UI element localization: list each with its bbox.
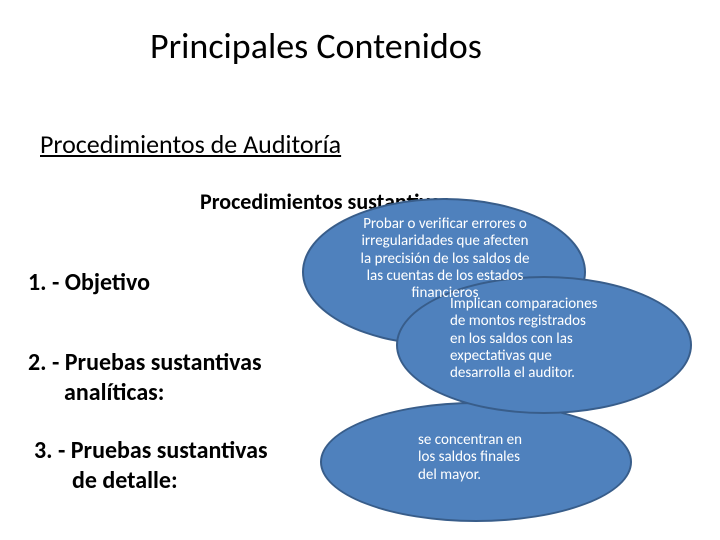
bubble-detalle-line2: los saldos finales: [418, 449, 564, 466]
item-3-heading-line2: de detalle:: [72, 466, 178, 495]
bubble-analiticas-line4: expectativas que: [450, 348, 640, 365]
item-1-heading: 1. - Objetivo: [28, 268, 150, 297]
bubble-objetivo-line4: las cuentas de los estados: [334, 268, 556, 285]
bubble-detalle-line3: del mayor.: [418, 467, 564, 484]
bubble-detalle-text: se concentran en los saldos finales del …: [418, 432, 564, 484]
bubble-analiticas-line2: de montos registrados: [450, 313, 640, 330]
item-3-heading-line1: 3. - Pruebas sustantivas: [34, 436, 268, 465]
bubble-analiticas-line1: Implican comparaciones: [450, 296, 640, 313]
bubble-analiticas-text: Implican comparaciones de montos registr…: [450, 296, 640, 382]
bubble-analiticas-line3: en los saldos con las: [450, 331, 640, 348]
bubble-objetivo-line3: la precisión de los saldos de: [334, 251, 556, 268]
bubble-detalle-line1: se concentran en: [418, 432, 564, 449]
bubble-analiticas-line5: desarrolla el auditor.: [450, 365, 640, 382]
item-2-heading-line1: 2. - Pruebas sustantivas: [28, 348, 262, 377]
bubble-objetivo-line1: Probar o verificar errores o: [334, 216, 556, 233]
bubble-objetivo-line2: irregularidades que afecten: [334, 233, 556, 250]
item-2-heading-line2: analíticas:: [64, 378, 164, 407]
slide-title: Principales Contenidos: [150, 24, 482, 68]
slide: Principales Contenidos Procedimientos de…: [0, 0, 720, 540]
slide-subtitle: Procedimientos de Auditoría: [40, 128, 341, 160]
bubble-objetivo-text: Probar o verificar errores o irregularid…: [334, 216, 556, 302]
